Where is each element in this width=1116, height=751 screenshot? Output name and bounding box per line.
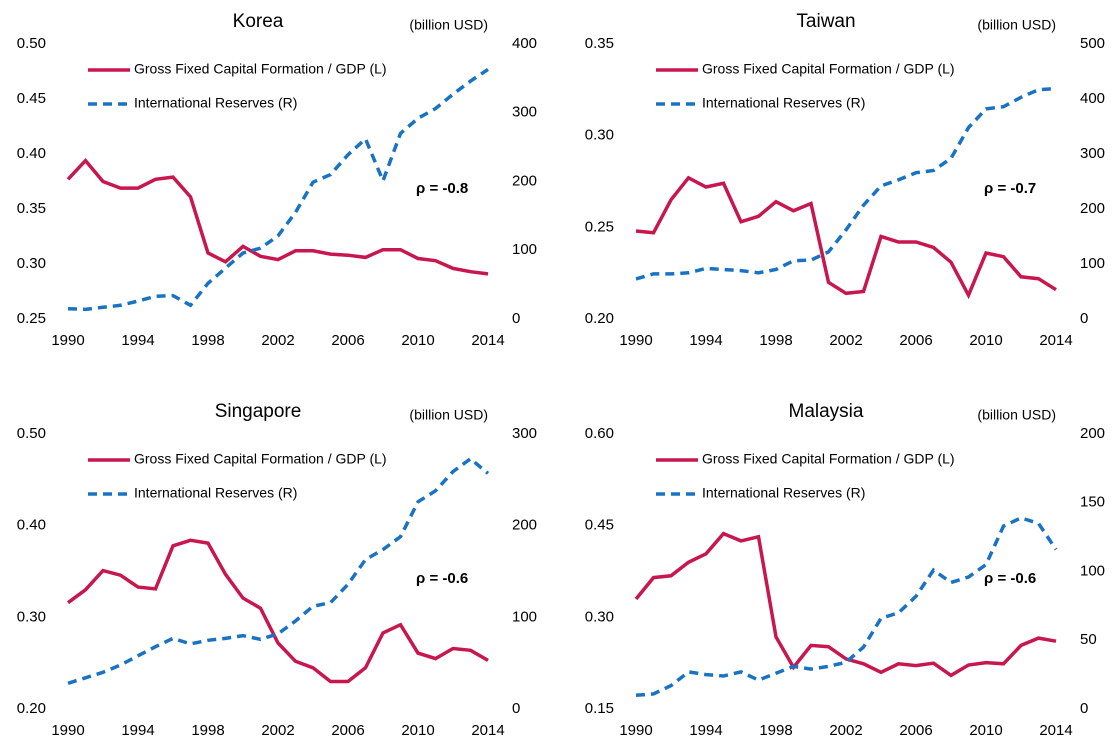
y2-axis-label: (billion USD) xyxy=(977,17,1056,33)
y2-tick-label: 200 xyxy=(1080,425,1105,442)
series-line xyxy=(635,175,1057,300)
y-tick-label: 0.20 xyxy=(585,310,614,327)
y2-axis-label: (billion USD) xyxy=(409,17,488,33)
panel: Korea (billion USD) 0.25 0.30 0.35 0.40 0.45 0.… xyxy=(17,11,537,349)
y-tick-label: 0.50 xyxy=(17,425,46,442)
series-line xyxy=(635,516,1058,698)
panel: Taiwan (billion USD) 0.20 0.25 0.30 0.35 0 100 2… xyxy=(585,11,1105,349)
x-tick-label: 2010 xyxy=(401,722,434,739)
y2-tick-label: 300 xyxy=(1080,145,1105,162)
x-tick-label: 1994 xyxy=(121,722,154,739)
series-line xyxy=(67,67,489,312)
x-tick-label: 2010 xyxy=(969,332,1002,349)
y-tick-label: 0.50 xyxy=(17,35,46,52)
y2-axis-label: (billion USD) xyxy=(977,407,1056,423)
x-tick-label: 1990 xyxy=(51,722,84,739)
y2-tick-label: 50 xyxy=(1080,631,1097,648)
panel-title: Taiwan xyxy=(796,11,855,32)
y2-tick-label: 200 xyxy=(512,172,537,189)
y2-axis-label: (billion USD) xyxy=(409,407,488,423)
x-tick-label: 2014 xyxy=(1039,722,1072,739)
y-tick-label: 0.30 xyxy=(585,127,614,144)
x-tick-label: 2006 xyxy=(899,722,932,739)
y2-tick-label: 0 xyxy=(1080,700,1088,717)
y2-tick-label: 200 xyxy=(1080,200,1105,217)
x-tick-label: 1990 xyxy=(619,332,652,349)
y-tick-label: 0.40 xyxy=(17,145,46,162)
y2-tick-label: 300 xyxy=(512,104,537,121)
x-tick-label: 1998 xyxy=(191,332,224,349)
y-tick-label: 0.30 xyxy=(17,608,46,625)
y2-tick-label: 100 xyxy=(512,608,537,625)
x-tick-label: 1998 xyxy=(759,722,792,739)
correlation-annotation: ρ = -0.6 xyxy=(416,570,468,587)
x-tick-label: 2010 xyxy=(401,332,434,349)
panel: Malaysia (billion USD) 0.15 0.30 0.45 0.60 0 50… xyxy=(585,401,1105,739)
x-tick-label: 2002 xyxy=(829,332,862,349)
correlation-annotation: ρ = -0.6 xyxy=(984,570,1036,587)
y-tick-label: 0.60 xyxy=(585,425,614,442)
y2-tick-label: 0 xyxy=(512,310,520,327)
y2-tick-label: 100 xyxy=(1080,255,1105,272)
y2-tick-label: 400 xyxy=(512,35,537,52)
x-tick-label: 2002 xyxy=(261,332,294,349)
series-line xyxy=(67,456,490,685)
x-tick-label: 1994 xyxy=(121,332,154,349)
y-tick-label: 0.35 xyxy=(17,200,46,217)
correlation-annotation: ρ = -0.7 xyxy=(984,180,1036,197)
x-tick-label: 2006 xyxy=(331,722,364,739)
panel-title: Singapore xyxy=(215,401,302,422)
y-tick-label: 0.45 xyxy=(585,517,614,534)
x-tick-label: 1994 xyxy=(689,332,722,349)
y-tick-label: 0.40 xyxy=(17,517,46,534)
x-tick-label: 2002 xyxy=(261,722,294,739)
y2-tick-label: 0 xyxy=(1080,310,1088,327)
y2-tick-label: 500 xyxy=(1080,35,1105,52)
y2-tick-label: 300 xyxy=(512,425,537,442)
panel-title: Korea xyxy=(233,11,284,32)
x-tick-label: 2006 xyxy=(331,332,364,349)
y-tick-label: 0.35 xyxy=(585,35,614,52)
y-tick-label: 0.15 xyxy=(585,700,614,717)
y-tick-label: 0.20 xyxy=(17,700,46,717)
y2-tick-label: 0 xyxy=(512,700,520,717)
y2-tick-label: 150 xyxy=(1080,494,1105,511)
x-tick-label: 2014 xyxy=(471,722,504,739)
y2-tick-label: 100 xyxy=(512,241,537,258)
x-tick-label: 1994 xyxy=(689,722,722,739)
series-line xyxy=(66,157,489,276)
panel-title: Malaysia xyxy=(789,401,864,422)
y2-tick-label: 400 xyxy=(1080,90,1105,107)
legend-label: International Reserves (R) xyxy=(702,485,865,501)
x-tick-label: 2014 xyxy=(1039,332,1072,349)
y-tick-label: 0.45 xyxy=(17,90,46,107)
series-line xyxy=(66,538,489,684)
y-tick-label: 0.30 xyxy=(17,255,46,272)
x-tick-label: 1998 xyxy=(191,722,224,739)
legend-label: Gross Fixed Capital Formation / GDP (L) xyxy=(702,61,955,77)
x-tick-label: 1990 xyxy=(51,332,84,349)
panel: Singapore (billion USD) 0.20 0.30 0.40 0.50 0 1… xyxy=(17,401,537,739)
legend-label: International Reserves (R) xyxy=(134,485,297,501)
correlation-annotation: ρ = -0.8 xyxy=(416,180,468,197)
x-tick-label: 2006 xyxy=(899,332,932,349)
x-tick-label: 2010 xyxy=(969,722,1002,739)
x-tick-label: 1990 xyxy=(619,722,652,739)
series-line xyxy=(634,531,1057,678)
y-tick-label: 0.25 xyxy=(17,310,46,327)
legend-label: Gross Fixed Capital Formation / GDP (L) xyxy=(134,451,387,467)
x-tick-label: 2002 xyxy=(829,722,862,739)
y-tick-label: 0.25 xyxy=(585,218,614,235)
series-line xyxy=(635,86,1057,281)
x-tick-label: 2014 xyxy=(471,332,504,349)
y2-tick-label: 200 xyxy=(512,517,537,534)
legend-label: Gross Fixed Capital Formation / GDP (L) xyxy=(134,61,387,77)
legend-label: Gross Fixed Capital Formation / GDP (L) xyxy=(702,451,955,467)
legend-label: International Reserves (R) xyxy=(134,95,297,111)
y-tick-label: 0.30 xyxy=(585,608,614,625)
legend-label: International Reserves (R) xyxy=(702,95,865,111)
x-tick-label: 1998 xyxy=(759,332,792,349)
y2-tick-label: 100 xyxy=(1080,562,1105,579)
